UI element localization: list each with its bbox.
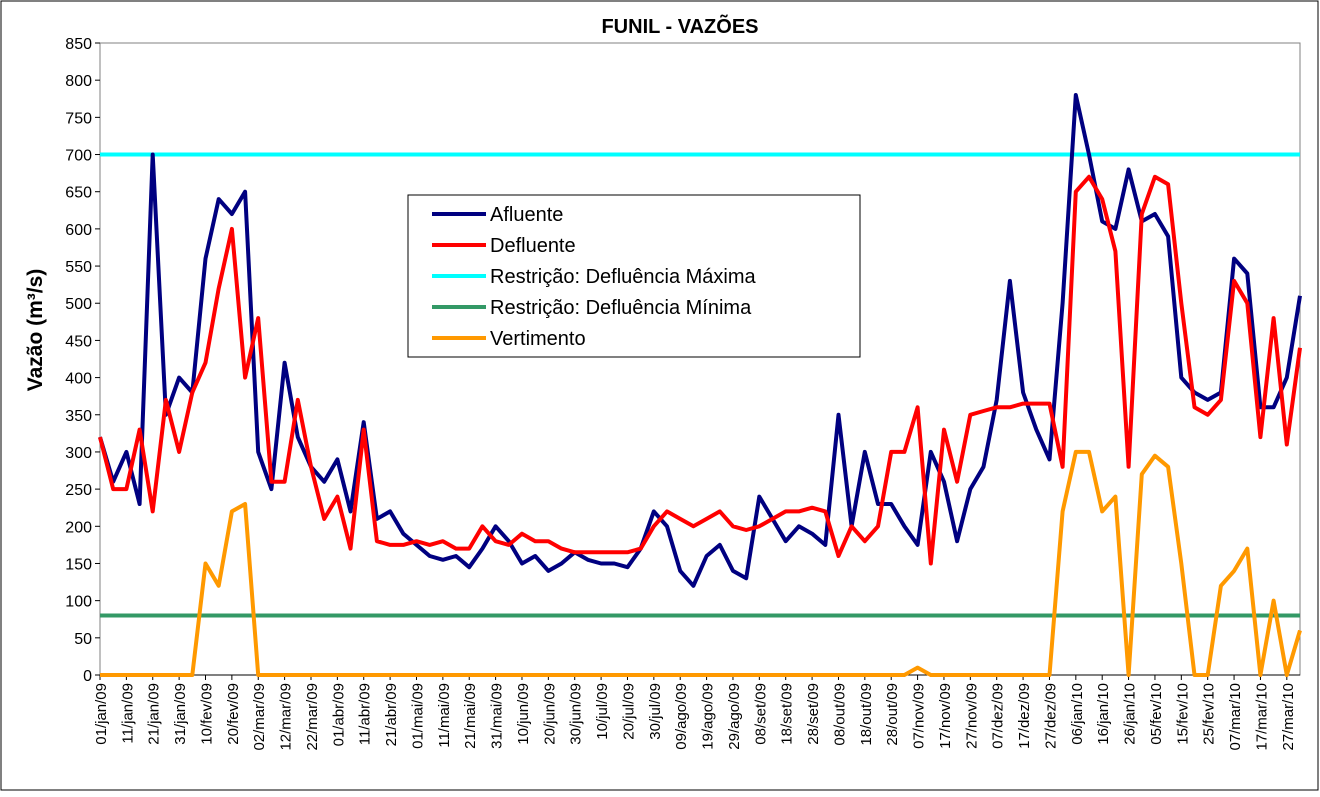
legend-label: Vertimento	[490, 328, 586, 350]
y-tick-label: 700	[65, 148, 92, 165]
series-line	[98, 93, 1302, 588]
x-tick-label: 11/jan/09	[119, 683, 136, 744]
x-tick-label: 21/abr/09	[383, 683, 400, 746]
x-tick-label: 30/jul/09	[647, 683, 664, 740]
legend-label: Defluente	[490, 235, 576, 257]
y-tick-label: 50	[74, 631, 92, 648]
x-tick-label: 17/mar/10	[1253, 683, 1270, 751]
x-tick-label: 07/nov/09	[911, 683, 928, 749]
x-tick-label: 28/out/09	[884, 683, 901, 746]
x-tick-label: 27/mar/10	[1280, 683, 1297, 751]
x-tick-label: 31/jan/09	[172, 683, 189, 745]
x-tick-label: 27/nov/09	[963, 683, 980, 749]
x-tick-label: 21/mai/09	[462, 683, 479, 749]
x-tick-label: 11/abr/09	[357, 683, 374, 745]
y-tick-label: 500	[65, 296, 92, 313]
x-tick-label: 02/mar/09	[251, 683, 268, 751]
x-tick-label: 29/ago/09	[726, 683, 743, 750]
y-tick-label: 450	[65, 333, 92, 350]
x-tick-label: 01/jan/09	[93, 683, 110, 745]
x-tick-label: 25/fev/10	[1201, 683, 1218, 745]
x-tick-label: 19/ago/09	[700, 683, 717, 750]
x-tick-label: 01/mai/09	[409, 683, 426, 749]
series-line	[100, 449, 1302, 677]
x-tick-label: 08/set/09	[752, 683, 769, 745]
x-tick-label: 17/nov/09	[937, 683, 954, 749]
x-tick-label: 26/jan/10	[1122, 683, 1139, 745]
x-tick-label: 21/jan/09	[146, 683, 163, 745]
series-line	[98, 174, 1302, 566]
x-tick-label: 20/fev/09	[225, 683, 242, 745]
y-tick-label: 150	[65, 556, 92, 573]
y-tick-label: 550	[65, 259, 92, 276]
x-tick-label: 09/ago/09	[673, 683, 690, 750]
x-tick-label: 28/set/09	[805, 683, 822, 745]
x-tick-label: 11/mai/09	[436, 683, 453, 748]
y-tick-label: 200	[65, 519, 92, 536]
y-axis-label: Vazão (m³/s)	[24, 269, 47, 392]
x-tick-label: 15/fev/10	[1174, 683, 1191, 745]
chart-title: FUNIL - VAZÕES	[601, 14, 758, 38]
x-tick-label: 27/dez/09	[1042, 683, 1059, 749]
legend-label: Afluente	[490, 204, 563, 226]
y-tick-label: 650	[65, 185, 92, 202]
x-tick-label: 20/jun/09	[541, 683, 558, 745]
x-tick-label: 06/jan/10	[1069, 683, 1086, 745]
legend-label: Restrição: Defluência Mínima	[490, 297, 752, 319]
x-tick-label: 10/fev/09	[198, 683, 215, 745]
y-tick-label: 800	[65, 73, 92, 90]
y-tick-label: 350	[65, 408, 92, 425]
x-tick-label: 17/dez/09	[1016, 683, 1033, 749]
y-tick-label: 850	[65, 36, 92, 53]
y-tick-label: 400	[65, 371, 92, 388]
y-tick-label: 750	[65, 110, 92, 127]
x-tick-label: 18/set/09	[779, 683, 796, 745]
x-tick-label: 08/out/09	[831, 683, 848, 746]
x-tick-label: 07/mar/10	[1227, 683, 1244, 751]
x-tick-label: 05/fev/10	[1148, 683, 1165, 745]
x-tick-label: 31/mai/09	[489, 683, 506, 749]
x-tick-label: 16/jan/10	[1095, 683, 1112, 745]
y-tick-label: 100	[65, 594, 92, 611]
x-tick-label: 10/jun/09	[515, 683, 532, 745]
y-tick-label: 600	[65, 222, 92, 239]
x-tick-label: 20/jul/09	[620, 683, 637, 740]
x-tick-label: 07/dez/09	[990, 683, 1007, 749]
y-tick-label: 250	[65, 482, 92, 499]
x-tick-label: 10/jul/09	[594, 683, 611, 740]
y-tick-label: 0	[83, 668, 92, 685]
x-tick-label: 01/abr/09	[330, 683, 347, 746]
x-tick-label: 30/jun/09	[568, 683, 585, 745]
x-tick-label: 18/out/09	[858, 683, 875, 746]
y-tick-label: 300	[65, 445, 92, 462]
x-tick-label: 12/mar/09	[278, 683, 295, 751]
x-tick-label: 22/mar/09	[304, 683, 321, 751]
legend-label: Restrição: Defluência Máxima	[490, 266, 757, 288]
